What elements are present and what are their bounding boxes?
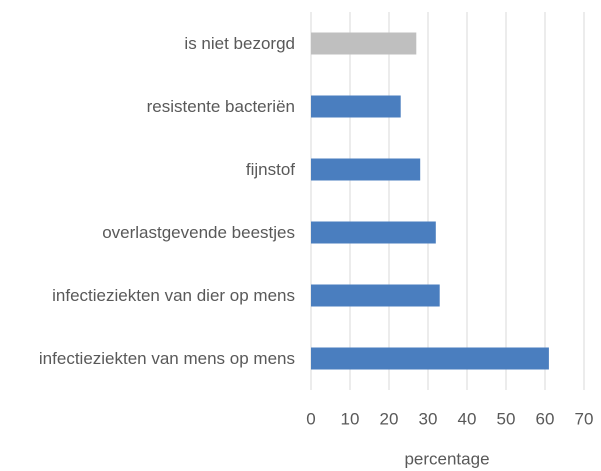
y-tick-label: resistente bacteriën	[146, 96, 295, 116]
y-tick-label: fijnstof	[245, 159, 295, 179]
x-tick-label: 0	[306, 409, 315, 428]
y-tick-label: overlastgevende beestjes	[102, 222, 295, 242]
x-tick-label: 30	[419, 409, 438, 428]
bar	[311, 221, 436, 244]
x-tick-label: 50	[497, 409, 516, 428]
y-tick-label: infectieziekten van mens op mens	[38, 348, 295, 368]
x-tick-label: 70	[575, 409, 594, 428]
x-axis-label: percentage	[404, 449, 489, 468]
x-tick-label: 20	[380, 409, 399, 428]
x-tick-label: 10	[341, 409, 360, 428]
y-tick-label: infectieziekten van dier op mens	[52, 285, 295, 305]
bar	[311, 158, 421, 181]
x-tick-label: 40	[458, 409, 477, 428]
y-tick-label: is niet bezorgd	[184, 33, 295, 53]
bar	[311, 347, 549, 370]
x-tick-label: 60	[536, 409, 555, 428]
bar	[311, 32, 417, 55]
bar	[311, 95, 401, 118]
bar	[311, 284, 440, 307]
